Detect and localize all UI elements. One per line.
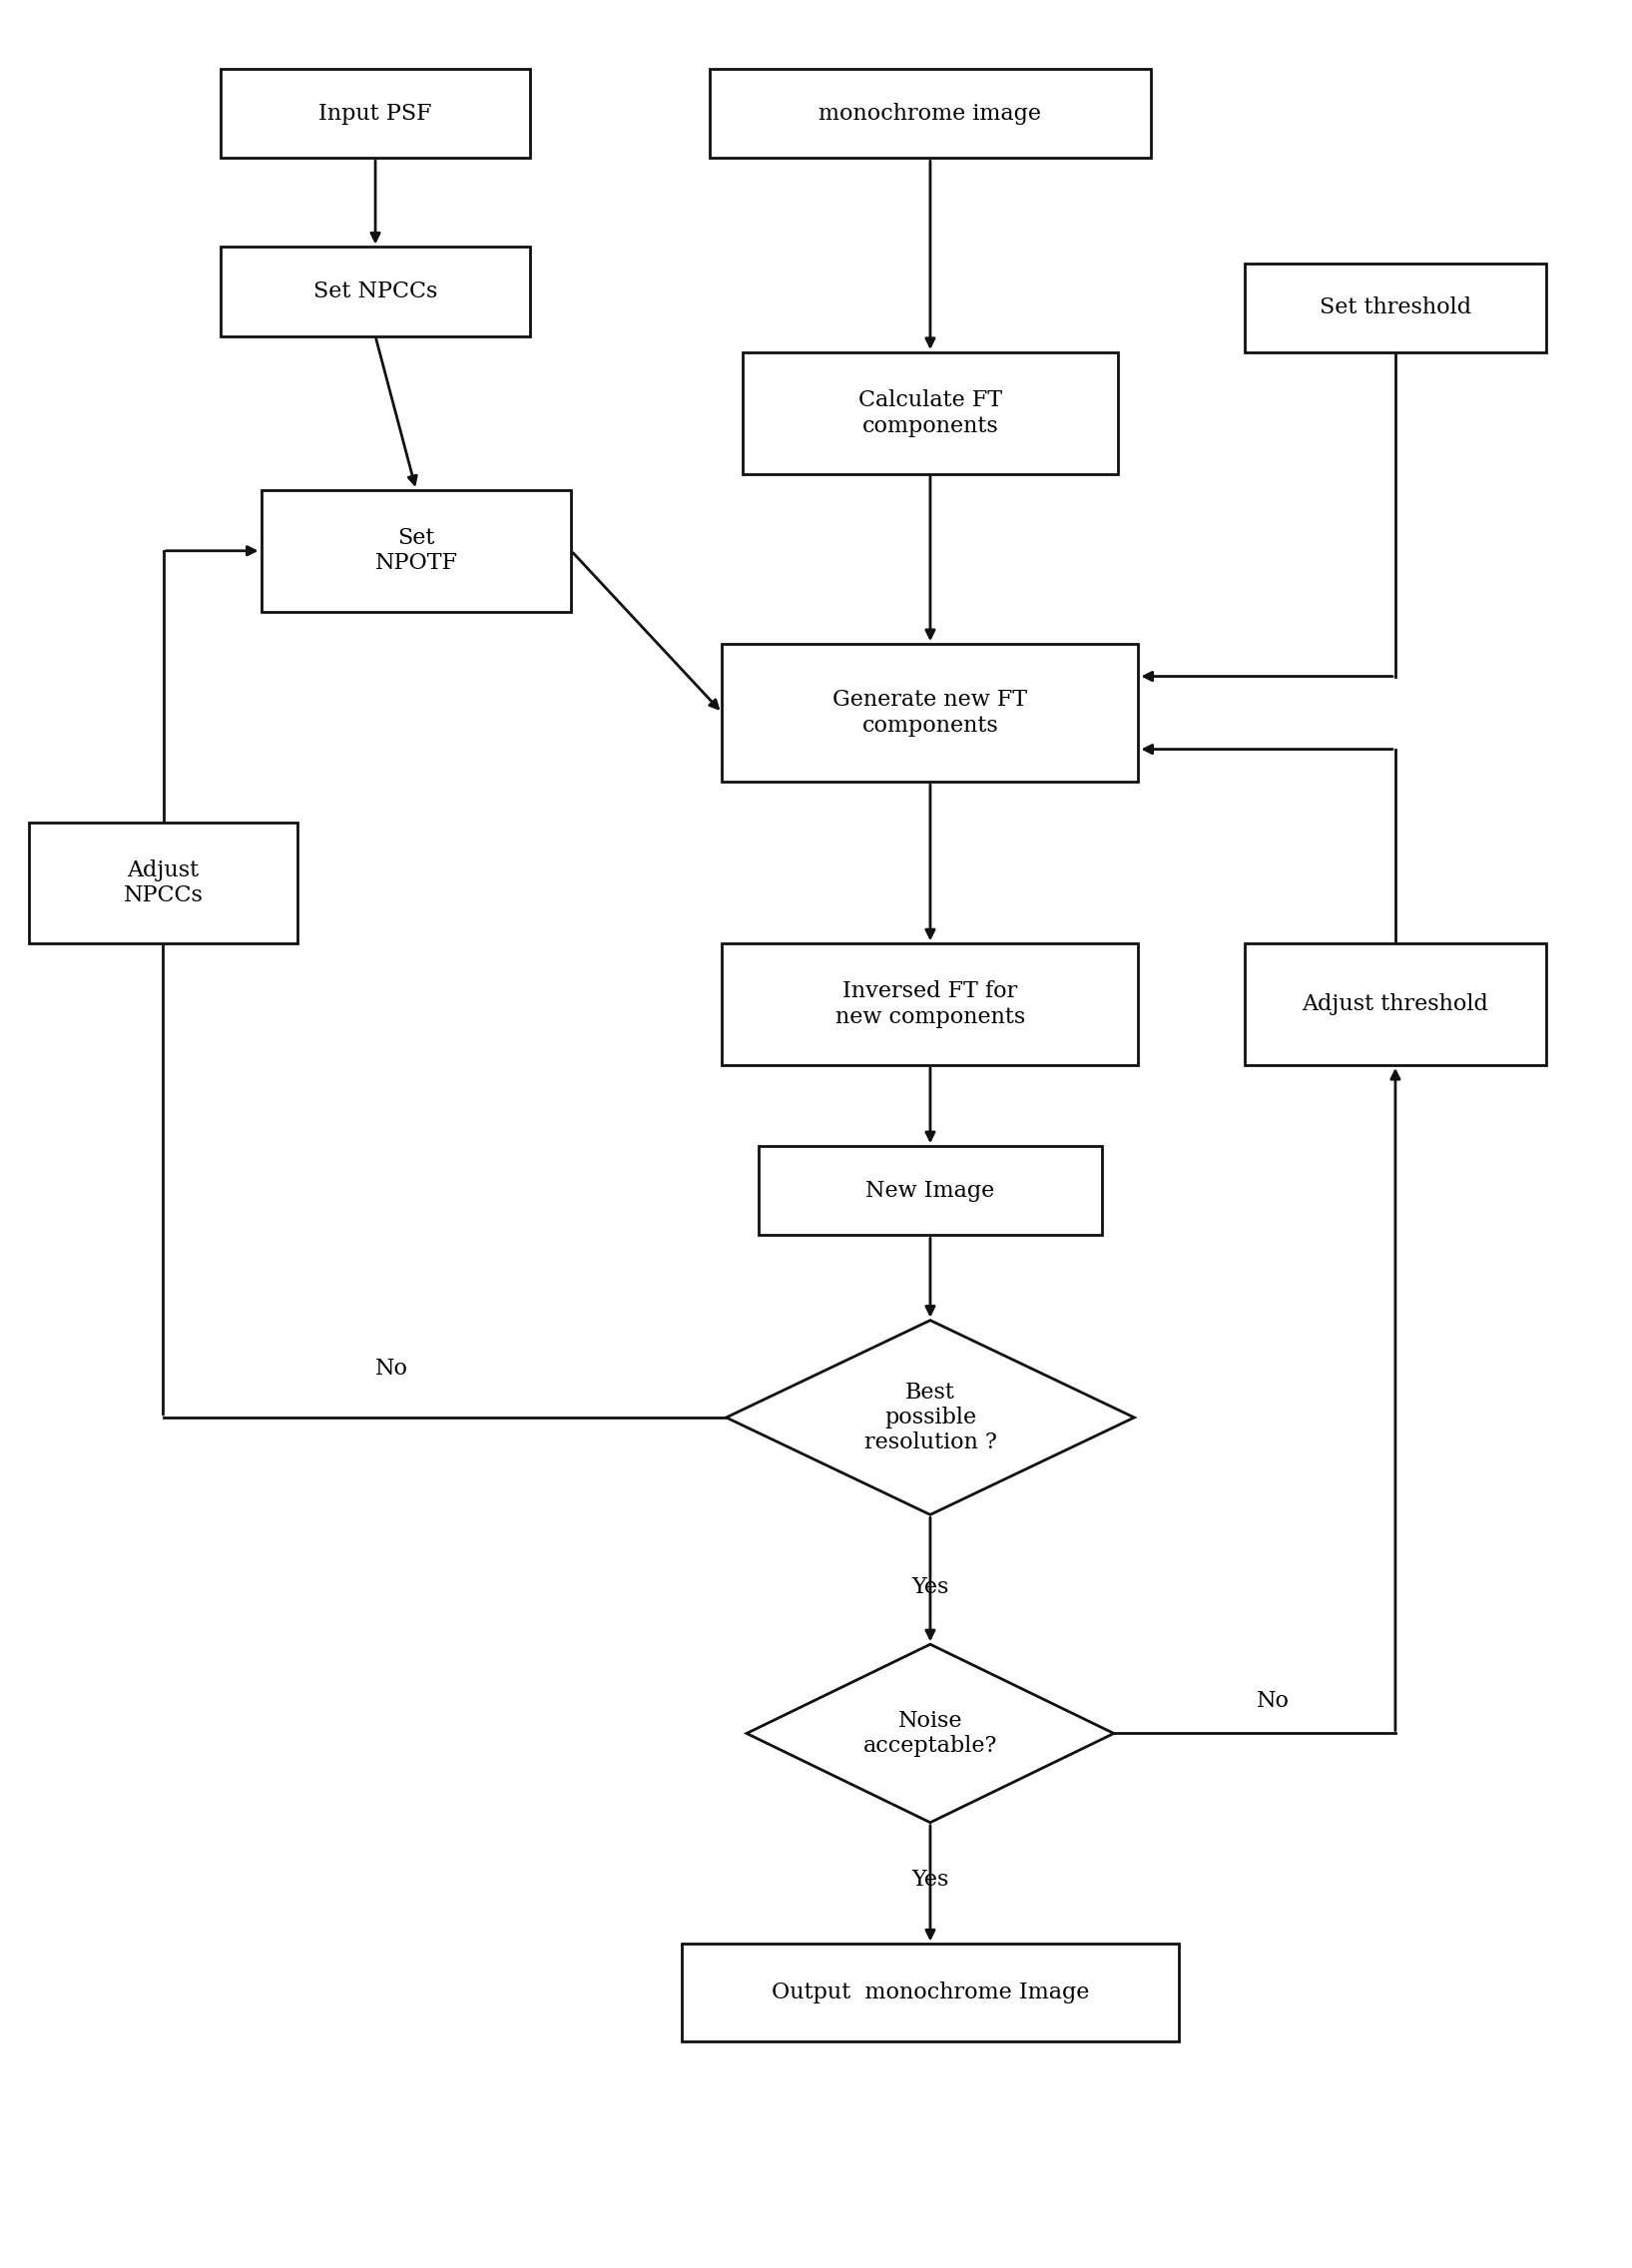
FancyBboxPatch shape — [1245, 943, 1547, 1066]
Text: Set
NPOTF: Set NPOTF — [375, 526, 457, 574]
Text: Yes: Yes — [912, 1869, 948, 1889]
Text: Inversed FT for
new components: Inversed FT for new components — [836, 980, 1025, 1027]
Text: Noise
acceptable?: Noise acceptable? — [863, 1710, 997, 1758]
FancyBboxPatch shape — [1245, 263, 1547, 352]
Text: Input PSF: Input PSF — [318, 102, 432, 125]
Text: Calculate FT
components: Calculate FT components — [858, 390, 1002, 438]
FancyBboxPatch shape — [682, 1944, 1178, 2041]
Text: Best
possible
resolution ?: Best possible resolution ? — [863, 1381, 997, 1454]
Text: New Image: New Image — [865, 1179, 996, 1202]
FancyBboxPatch shape — [721, 644, 1139, 782]
Text: Output  monochrome Image: Output monochrome Image — [772, 1982, 1089, 2003]
Text: Yes: Yes — [912, 1576, 948, 1599]
FancyBboxPatch shape — [759, 1145, 1102, 1236]
FancyBboxPatch shape — [721, 943, 1139, 1066]
FancyBboxPatch shape — [220, 68, 530, 159]
FancyBboxPatch shape — [220, 247, 530, 336]
Text: monochrome image: monochrome image — [819, 102, 1041, 125]
FancyBboxPatch shape — [710, 68, 1151, 159]
Text: Adjust threshold: Adjust threshold — [1302, 993, 1488, 1016]
Text: No: No — [1257, 1690, 1289, 1712]
Text: Adjust
NPCCs: Adjust NPCCs — [124, 860, 202, 907]
Polygon shape — [747, 1644, 1113, 1823]
Text: Set NPCCs: Set NPCCs — [313, 281, 437, 302]
Text: Set threshold: Set threshold — [1319, 297, 1472, 320]
FancyBboxPatch shape — [29, 823, 299, 943]
Text: Generate new FT
components: Generate new FT components — [832, 689, 1028, 737]
FancyBboxPatch shape — [743, 352, 1118, 474]
Polygon shape — [726, 1320, 1134, 1515]
Text: No: No — [375, 1359, 408, 1379]
FancyBboxPatch shape — [261, 490, 571, 612]
